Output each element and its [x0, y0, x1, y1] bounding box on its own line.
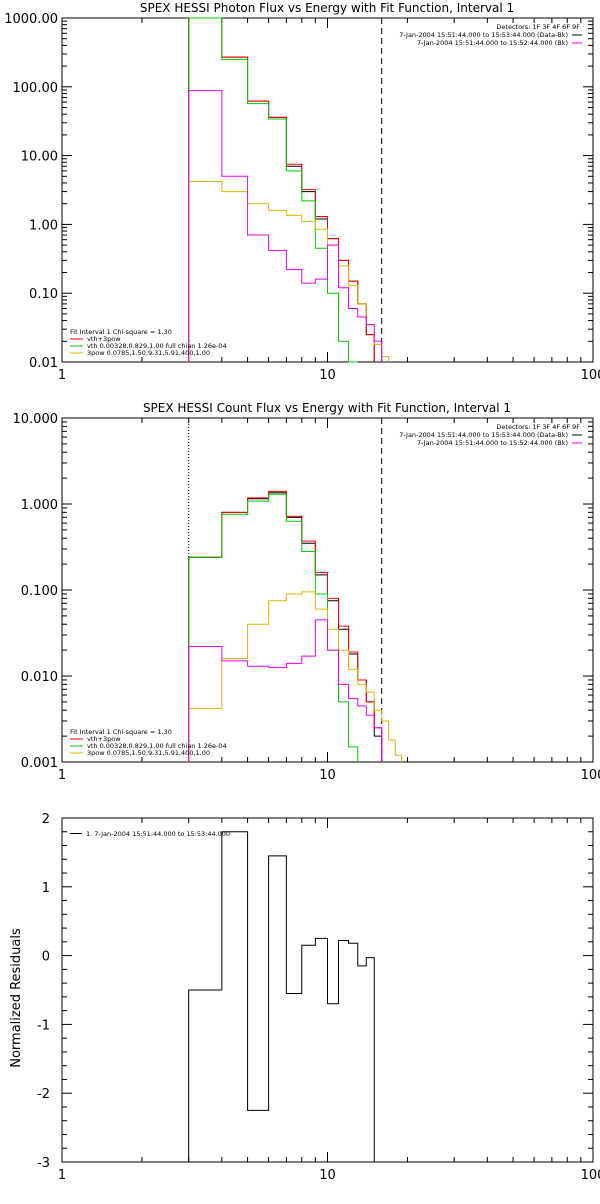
photon-series-3pow-0-0785-1-50-9-31-5-: [189, 182, 389, 362]
residuals-x-tick-label: 1: [58, 1168, 66, 1183]
residuals-y-tick-label: -2: [37, 1087, 50, 1102]
residuals-y-tick-label: 1: [42, 881, 50, 896]
photon-y-tick-label: 1000.00: [4, 12, 58, 27]
photon-x-tick-label: 100: [581, 368, 600, 383]
count-y-tick-label: 10.000: [13, 412, 59, 427]
residuals-y-tick-label: 2: [42, 812, 50, 827]
photon-fit-header: Fit Interval 1 Chi-square = 1.30: [70, 328, 172, 336]
photon-legend-right-1: 7-Jan-2004 15:51:44.000 to 15:53:44.000 …: [399, 31, 568, 39]
residuals-plot-area: 110100210-1-2-3: [37, 812, 600, 1183]
photon-x-tick-label: 10: [319, 368, 336, 383]
photon-flux-panel: SPEX HESSI Photon Flux vs Energy with Fi…: [4, 1, 600, 383]
residuals-x-tick-label: 100: [581, 1168, 600, 1183]
count-series-vth-0-00328-0-829-1-00-f: [189, 494, 358, 762]
photon-y-tick-label: 10.00: [21, 150, 58, 165]
count-y-tick-label: 0.001: [21, 756, 58, 771]
photon-flux-title: SPEX HESSI Photon Flux vs Energy with Fi…: [140, 1, 514, 15]
residuals-y-tick-label: -3: [37, 1156, 50, 1171]
count-y-tick-label: 0.100: [21, 584, 58, 599]
count-x-tick-label: 1: [58, 768, 66, 783]
residuals-y-tick-label: 0: [42, 950, 50, 965]
photon-series-vth-0-00328-0-829-1-00-f: [189, 18, 358, 362]
photon-y-tick-label: 0.01: [29, 356, 58, 371]
count-legend-left-3: 3pow 0.0785,1.50,9.31,5.91,400,1.00: [87, 749, 210, 757]
residuals-series-1-7-jan-2004-15-51-44-00: [189, 832, 375, 1162]
photon-series-data: [189, 18, 375, 362]
count-series-3pow-0-0785-1-50-9-31-5-: [189, 592, 402, 762]
photon-series-vth-3pow: [189, 18, 375, 362]
count-x-tick-label: 100: [581, 768, 600, 783]
residuals-y-tick-label: -1: [37, 1018, 50, 1033]
photon-axes-frame: [62, 18, 593, 362]
photon-detectors: Detectors: 1F 3F 4F 6F 9F: [496, 23, 580, 31]
count-series-data: [189, 493, 382, 762]
count-y-tick-label: 1.000: [21, 498, 58, 513]
photon-y-tick-label: 1.00: [29, 218, 58, 233]
count-flux-title: SPEX HESSI Count Flux vs Energy with Fit…: [143, 401, 511, 415]
count-legend-right-1: 7-Jan-2004 15:51:44.000 to 15:53:44.000 …: [399, 431, 568, 439]
count-series-vth-3pow: [189, 491, 382, 762]
residuals-panel: 110100210-1-2-3 Normalized Residuals 1. …: [9, 812, 600, 1183]
count-x-tick-label: 10: [319, 768, 336, 783]
photon-y-tick-label: 0.10: [29, 287, 58, 302]
residuals-x-tick-label: 10: [319, 1168, 336, 1183]
residuals-y-axis-label: Normalized Residuals: [9, 928, 24, 1068]
photon-legend-right-2: 7-Jan-2004 15:51:44.000 to 15:52:44.000 …: [417, 39, 568, 47]
photon-series-bk: [189, 91, 382, 362]
photon-y-tick-label: 100.00: [13, 81, 59, 96]
count-flux-panel: SPEX HESSI Count Flux vs Energy with Fit…: [13, 401, 600, 783]
count-detectors: Detectors: 1F 3F 4F 6F 9F: [496, 423, 580, 431]
photon-x-tick-label: 1: [58, 368, 66, 383]
count-fit-header: Fit Interval 1 Chi-square = 1.30: [70, 728, 172, 736]
residuals-legend-entry: 1. 7-Jan-2004 15:51:44.000 to 15:53:44.0…: [86, 830, 230, 838]
count-y-tick-label: 0.010: [21, 670, 58, 685]
photon-legend-left-3: 3pow 0.0785,1.50,9.31,5.91,400,1.00: [87, 349, 210, 357]
count-series-bk: [189, 620, 382, 762]
count-legend-right-2: 7-Jan-2004 15:51:44.000 to 15:52:44.000 …: [417, 439, 568, 447]
